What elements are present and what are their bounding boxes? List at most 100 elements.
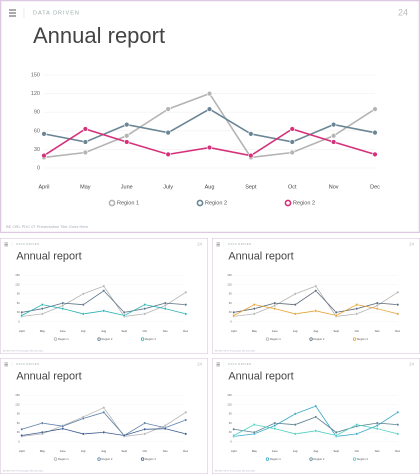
brand: DATA DRIVEN — [33, 10, 80, 16]
data-point — [375, 301, 379, 305]
data-point — [232, 314, 236, 317]
data-point — [334, 434, 338, 437]
legend-label: Region 2 — [145, 337, 156, 341]
series-line — [43, 108, 376, 143]
y-tick-label: 90 — [17, 292, 21, 296]
data-point — [372, 151, 378, 158]
data-point — [122, 311, 126, 314]
chart-title: Annual report — [16, 370, 81, 382]
footer: BE ORL PHC 07 Presentation Title Goes He… — [215, 350, 255, 353]
data-point — [273, 304, 277, 307]
y-tick-label: 120 — [31, 91, 40, 97]
data-point — [232, 434, 236, 437]
x-tick-label: Oct — [143, 329, 147, 333]
x-tick-label: Nov — [163, 329, 168, 333]
legend-label: Region 2 — [357, 457, 368, 461]
menu-icon — [4, 362, 8, 367]
y-tick-label: 60 — [229, 421, 233, 425]
legend-marker — [140, 457, 145, 461]
data-point — [375, 304, 379, 307]
x-tick-label: Dec — [183, 329, 188, 333]
y-tick-label: 30 — [17, 310, 21, 314]
slide: DATA DRIVEN 24 BE ORL PHC 07 Presentation … — [212, 238, 420, 354]
y-tick-label: 120 — [15, 282, 20, 286]
chart-title: Annual report — [228, 370, 293, 382]
y-tick-label: 60 — [34, 128, 40, 134]
data-point — [165, 129, 171, 136]
data-point — [289, 126, 295, 132]
data-point — [314, 404, 318, 408]
slide: DATA DRIVEN 24 BE ORL PHC 07 Presentation … — [0, 0, 420, 233]
x-tick-label: Oct — [288, 184, 297, 190]
chart-title: Annual report — [33, 23, 165, 48]
legend-marker — [352, 457, 357, 461]
data-point — [81, 292, 85, 296]
data-point — [396, 312, 400, 316]
slide-border — [0, 238, 208, 354]
y-tick-label: 0 — [18, 319, 20, 323]
y-tick-label: 120 — [15, 402, 20, 406]
x-tick-label: Sept — [121, 329, 127, 333]
legend-marker — [265, 337, 270, 341]
x-tick-label: April — [19, 329, 25, 333]
data-point — [40, 303, 44, 307]
data-point — [143, 421, 147, 425]
data-point — [289, 149, 295, 156]
data-point — [40, 312, 44, 316]
data-point — [273, 307, 277, 311]
x-tick-label: Sept — [121, 449, 127, 453]
data-point — [61, 304, 65, 307]
data-point — [163, 307, 167, 311]
legend-label: Region 1 — [270, 337, 281, 341]
y-tick-label: 60 — [17, 421, 21, 425]
data-point — [252, 312, 256, 316]
data-point — [293, 432, 297, 436]
legend-marker — [196, 199, 204, 207]
x-tick-label: June — [272, 449, 278, 453]
data-point — [61, 427, 65, 431]
data-point — [232, 311, 236, 314]
x-tick-label: June — [60, 449, 66, 453]
x-tick-label: Dec — [370, 184, 380, 190]
data-point — [330, 139, 337, 145]
brand: DATA DRIVEN — [228, 242, 251, 246]
data-point — [20, 427, 24, 431]
data-point — [163, 301, 167, 305]
y-tick-label: 60 — [229, 301, 233, 305]
x-tick-label: Oct — [355, 449, 359, 453]
menu-icon — [9, 9, 16, 17]
brand: DATA DRIVEN — [16, 242, 39, 246]
series-line — [21, 290, 186, 313]
legend-marker — [140, 337, 145, 341]
data-point — [396, 423, 400, 427]
data-point — [273, 301, 277, 305]
data-point — [81, 432, 85, 436]
y-tick-label: 30 — [34, 147, 40, 153]
y-tick-label: 30 — [229, 430, 233, 434]
data-point — [375, 424, 379, 427]
data-point — [330, 133, 337, 139]
data-point — [20, 314, 24, 317]
x-tick-label: July — [163, 184, 173, 190]
data-point — [252, 431, 256, 434]
x-tick-label: June — [121, 184, 133, 190]
y-tick-label: 30 — [17, 430, 21, 434]
legend-label: Region 2 — [314, 457, 325, 461]
x-tick-label: Nov — [329, 184, 339, 190]
brand: DATA DRIVEN — [16, 362, 39, 366]
data-point — [122, 434, 126, 437]
data-point — [248, 152, 254, 159]
x-tick-label: Sept — [333, 449, 339, 453]
legend-label: Region 2 — [314, 337, 325, 341]
data-point — [124, 139, 130, 145]
legend-marker — [53, 337, 58, 341]
x-tick-label: Aug — [101, 449, 106, 453]
y-tick-label: 90 — [34, 110, 40, 116]
brand: DATA DRIVEN — [228, 362, 251, 366]
data-point — [289, 139, 295, 145]
data-point — [122, 314, 126, 317]
data-point — [20, 311, 24, 314]
data-point — [102, 289, 106, 293]
menu-icon — [216, 362, 220, 367]
